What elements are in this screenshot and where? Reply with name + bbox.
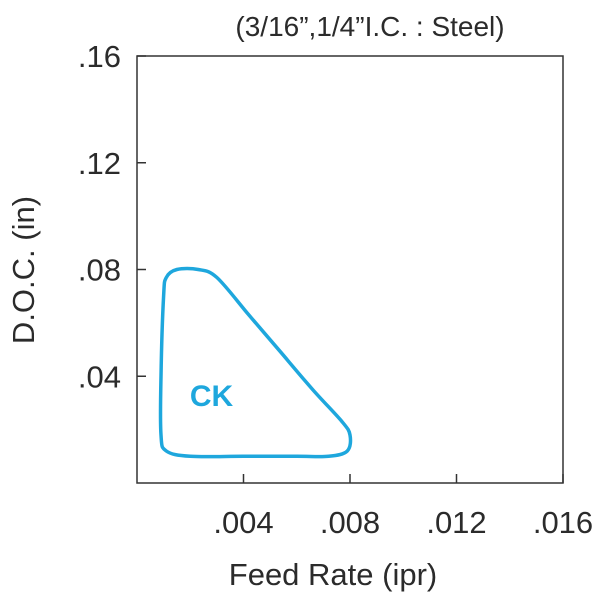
region-outline-ck	[158, 266, 353, 459]
y-tick-label: .12	[78, 146, 121, 181]
series-group: CK	[158, 266, 353, 459]
y-tick-label: .16	[78, 39, 121, 74]
y-axis-label: D.O.C. (in)	[6, 196, 41, 344]
tick-group: .004 .008 .012 .016 .04 .08 .12 .16	[78, 39, 593, 540]
x-axis-label: Feed Rate (ipr)	[229, 557, 437, 592]
x-tick-label: .016	[533, 505, 593, 540]
chart-title: (3/16”,1/4”I.C. : Steel)	[235, 11, 504, 42]
x-tick-label: .004	[213, 505, 273, 540]
y-tick-label: .04	[78, 359, 121, 394]
x-tick-label: .008	[320, 505, 380, 540]
region-label-ck: CK	[190, 380, 234, 413]
y-tick-label: .08	[78, 253, 121, 288]
x-tick-label: .012	[426, 505, 486, 540]
